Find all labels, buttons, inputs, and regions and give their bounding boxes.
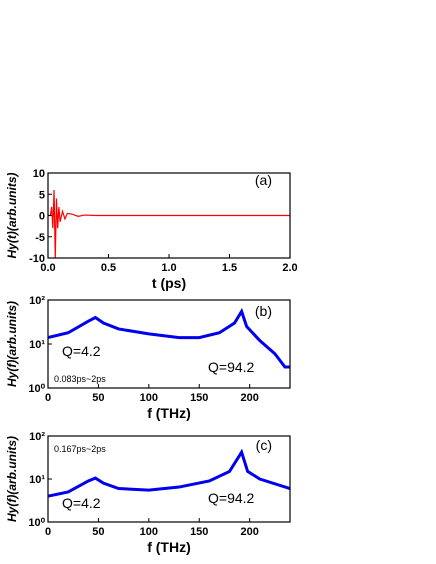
plot-area <box>48 307 290 369</box>
y-tick-label: 10⁰ <box>28 383 45 395</box>
y-tick-label: 10 <box>33 168 45 180</box>
annotation: 0.167ps~2ps <box>54 444 106 454</box>
x-axis-label: f (THz) <box>147 405 191 421</box>
y-axis-label: Hy(f)(arb.units) <box>5 436 19 522</box>
data-line <box>48 307 290 369</box>
plot-area <box>48 189 290 258</box>
x-tick-label: 1.0 <box>161 262 176 274</box>
x-tick-label: 0.5 <box>101 262 116 274</box>
x-tick-label: 50 <box>92 392 104 404</box>
annotation: Q=4.2 <box>62 343 101 359</box>
annotation: Q=4.2 <box>62 495 101 511</box>
x-tick-label: 200 <box>240 392 258 404</box>
annotation: (a) <box>255 172 272 188</box>
annotation: (c) <box>256 437 272 453</box>
y-tick-label: 10² <box>29 295 45 307</box>
x-tick-label: 200 <box>240 526 258 538</box>
x-tick-label: 100 <box>140 526 158 538</box>
data-line <box>48 448 290 498</box>
y-tick-label: 10⁰ <box>28 517 45 529</box>
x-tick-label: 150 <box>190 392 208 404</box>
x-tick-label: 0 <box>45 526 51 538</box>
x-axis-label: t (ps) <box>152 275 186 291</box>
plot-area <box>48 448 290 498</box>
x-tick-label: 150 <box>190 526 208 538</box>
annotation: (b) <box>255 303 272 319</box>
data-line <box>48 189 290 258</box>
y-tick-label: 10² <box>29 431 45 443</box>
y-axis-label: Hy(f)(arb.units) <box>5 301 19 387</box>
x-tick-label: 0 <box>45 392 51 404</box>
x-axis-label: f (THz) <box>147 539 191 555</box>
y-tick-label: 10¹ <box>29 339 45 351</box>
y-tick-label: -10 <box>29 253 45 265</box>
x-tick-label: 50 <box>92 526 104 538</box>
y-tick-label: 0 <box>39 211 45 223</box>
y-tick-label: -5 <box>35 232 45 244</box>
annotation: 0.083ps~2ps <box>54 374 106 384</box>
annotation: Q=94.2 <box>208 359 255 375</box>
x-tick-label: 0.0 <box>40 262 55 274</box>
y-axis-label: Hy(t)(arb.units) <box>5 173 19 259</box>
x-tick-label: 1.5 <box>222 262 237 274</box>
y-tick-label: 10¹ <box>29 474 45 486</box>
x-tick-label: 2.0 <box>282 262 297 274</box>
x-tick-label: 100 <box>140 392 158 404</box>
annotation: Q=94.2 <box>208 490 255 506</box>
y-tick-label: 5 <box>39 189 45 201</box>
